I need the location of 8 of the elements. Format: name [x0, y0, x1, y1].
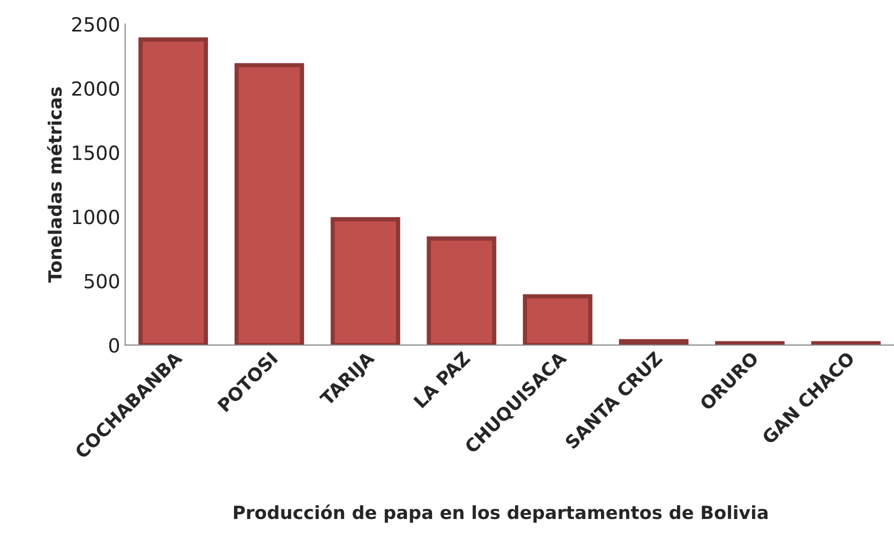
- y-tick-label: 1000: [72, 210, 120, 224]
- y-tick-label: 2500: [72, 17, 120, 32]
- y-tick-label: 500: [84, 274, 120, 289]
- x-axis-title: Producción de papa en los departamentos de Bolivia: [234, 504, 768, 523]
- y-tick-label: 0: [109, 338, 120, 353]
- y-tick-label: 1500: [72, 145, 120, 160]
- y-axis-title: Toneladas métricas: [47, 87, 62, 283]
- y-tick-label: 2000: [72, 81, 120, 96]
